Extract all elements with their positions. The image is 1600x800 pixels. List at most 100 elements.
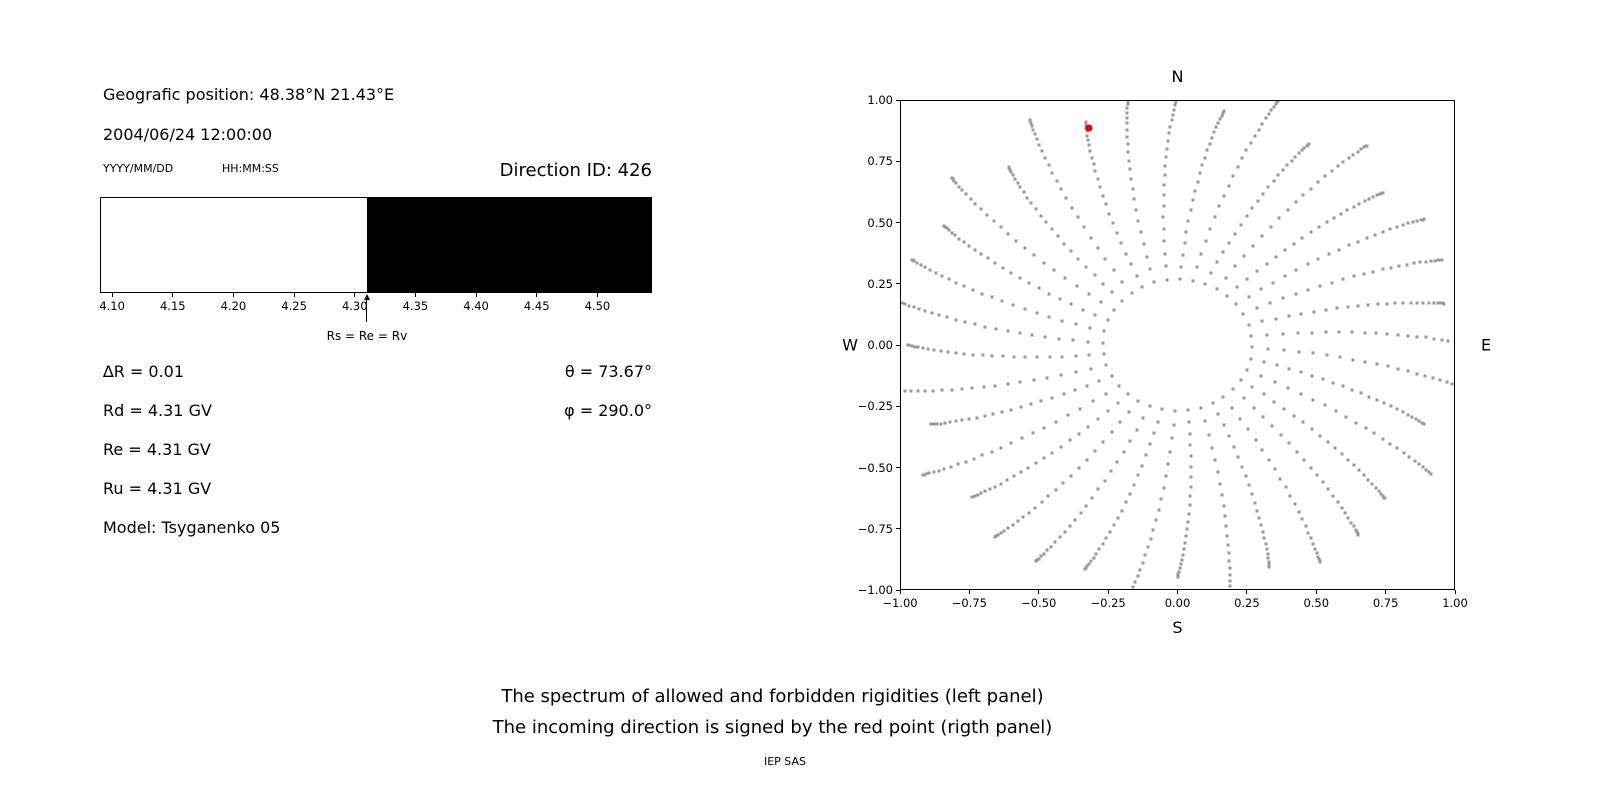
trace-dot [1259,374,1263,378]
trace-dot [1189,208,1193,212]
trace-dot [1187,512,1191,516]
trace-dot [1245,368,1249,372]
trace-dot [1087,143,1091,147]
trace-dot [1181,253,1185,257]
trace-dot [1261,192,1265,196]
trace-dot [1029,201,1033,205]
trace-dot [1412,261,1416,265]
trace-dot [1186,219,1190,223]
trace-dot [969,197,973,201]
trace-dot [1228,579,1232,583]
trace-dot [1076,215,1080,219]
trace-dot [1165,147,1169,151]
trace-dot [1381,230,1385,234]
trace-dot [1074,354,1078,358]
x-tick-label: 1.00 [1442,596,1468,610]
trace-dot [1254,438,1258,442]
trace-dot [1042,552,1046,556]
trace-dot [979,491,983,495]
trace-dot [1420,421,1424,425]
trace-dot [1087,562,1091,566]
trace-dot [1316,555,1320,559]
trace-dot [1084,265,1088,269]
trace-dot [1365,144,1369,148]
trace-dot [1450,382,1454,386]
trace-dot [1083,567,1087,571]
spectrum-plot [100,197,652,293]
trace-dot [903,389,907,393]
trace-dot [1312,310,1316,314]
trace-dot [1331,494,1335,498]
trace-dot [1331,381,1335,385]
trace-dot [1120,280,1124,284]
trace-dot [1102,329,1106,333]
trace-dot [1037,286,1041,290]
trace-dot [1310,374,1314,378]
y-tick-mark [896,589,900,591]
red-point-incoming-direction [1085,124,1093,132]
trace-dot [1274,255,1278,259]
trace-dot [932,348,936,352]
trace-dot [948,420,952,424]
trace-dot [1406,334,1410,338]
trace-dot [1060,355,1064,359]
trace-dot [1200,163,1204,167]
geo-position-label: Geografic position: 48.38°N 21.43°E [103,85,395,104]
trace-dot [1267,562,1271,566]
trace-dot [1012,355,1016,359]
trace-dot [1128,439,1132,443]
trace-dot [1034,207,1038,211]
trace-dot [1058,535,1062,539]
trace-dot [1317,225,1321,229]
trace-dot [1001,354,1005,358]
trace-dot [903,302,907,306]
trace-dot [1228,573,1232,577]
trace-dot [1440,258,1444,262]
trace-dot [967,417,971,421]
trace-dot [1249,141,1253,145]
trace-dot [1027,281,1031,285]
trace-dot [1395,225,1399,229]
trace-dot [1401,223,1405,227]
trace-dot [1032,378,1036,382]
trace-dot [1172,108,1176,112]
trace-dot [1056,234,1060,238]
trace-dot [979,207,983,211]
trace-dot [1362,473,1366,477]
trace-dot [1093,273,1097,277]
trace-dot [1066,413,1070,417]
trace-dot [1415,301,1419,305]
trace-dot [1156,420,1160,424]
trace-dot [1035,137,1039,141]
trace-dot [950,388,954,392]
trace-dot [1019,405,1023,409]
parameters-block: ∆R = 0.01 Rd = 4.31 GV Re = 4.31 GV Ru =… [103,352,280,547]
trace-dot [973,202,977,206]
trace-dot [1009,271,1013,275]
trace-dot [1282,348,1286,352]
trace-dot [1023,355,1027,359]
trace-dot [1374,486,1378,490]
trace-dot [954,351,958,355]
trace-dot [1214,125,1218,129]
trace-dot [1133,580,1137,584]
trace-dot [1306,531,1310,535]
trace-dot [1166,462,1170,466]
trace-dot [1350,330,1354,334]
trace-dot [1073,388,1077,392]
trace-dot [1136,473,1140,477]
y-tick-label: 0.50 [867,215,893,230]
trace-dot [1085,384,1089,388]
trace-dot [1341,160,1345,164]
trace-dot [1103,479,1107,483]
trace-dot [1001,266,1005,270]
trace-dot [1415,335,1419,339]
trace-dot [1232,445,1236,449]
trace-dot [1093,449,1097,453]
trace-dot [1018,331,1022,335]
trace-dot [1101,341,1105,345]
trace-dot [1125,106,1129,110]
trace-dot [1354,421,1358,425]
trace-dot [1093,313,1097,317]
trace-dot [1318,434,1322,438]
